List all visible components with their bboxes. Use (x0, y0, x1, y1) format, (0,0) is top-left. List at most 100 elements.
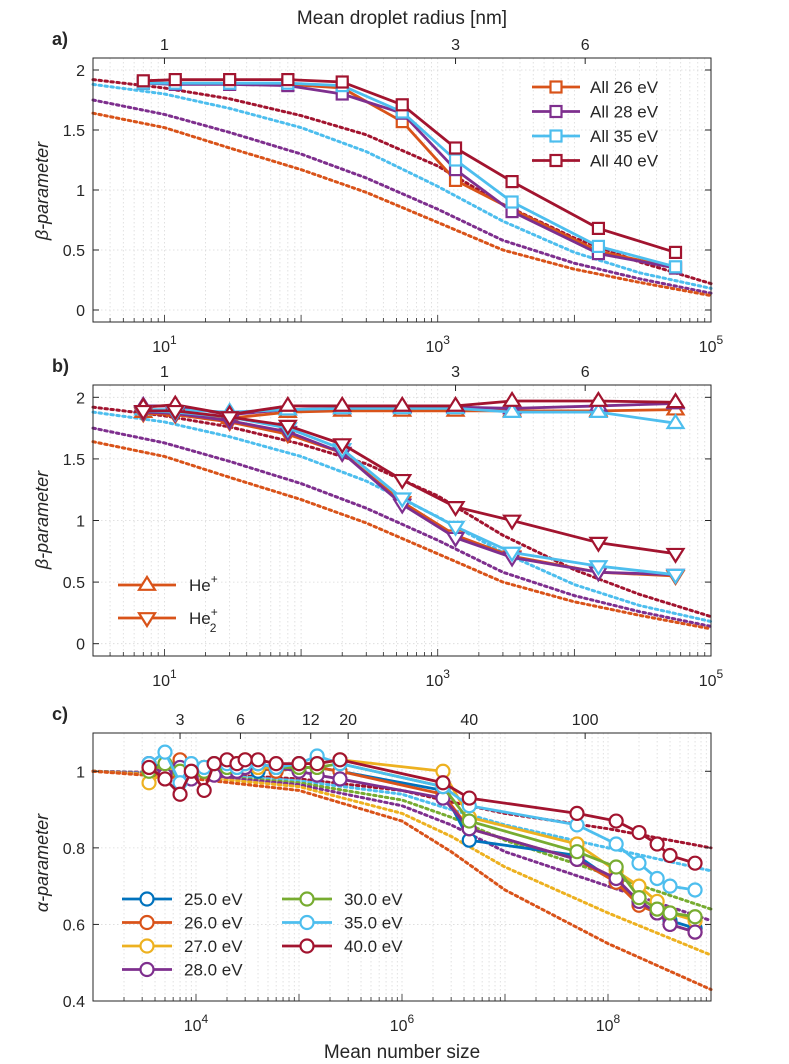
data-point-a (136, 74, 150, 88)
legend-marker-a (549, 129, 563, 143)
top-tick-label-c: 20 (339, 712, 357, 729)
data-point-c (662, 847, 678, 864)
top-tick-label-a: 1 (160, 37, 169, 54)
y-tick-label-c: 0.6 (63, 917, 85, 934)
y-axis-label-a: β-parameter (32, 141, 52, 241)
legend-marker-c (139, 891, 155, 907)
data-point-c (196, 782, 212, 799)
data-point-b (502, 402, 523, 418)
legend-marker-a (549, 104, 563, 119)
data-point-a (505, 195, 519, 209)
data-point-c (183, 763, 199, 779)
bottom-axis-label: Mean number size (324, 1042, 480, 1063)
data-point-c (569, 844, 585, 860)
model-curve-a (91, 82, 713, 290)
top-tick-label-c: 40 (460, 712, 478, 729)
data-point-c (291, 756, 307, 772)
data-point-c (435, 775, 451, 791)
y-tick-label-a: 1 (76, 183, 85, 200)
data-point-c (631, 824, 647, 841)
y-tick-label-a: 1.5 (63, 123, 85, 140)
x-tick-label-a: 105 (699, 333, 724, 356)
data-point-b (277, 395, 298, 412)
legend-sup-b: + (211, 572, 218, 586)
top-tick-label-c: 6 (236, 712, 245, 729)
model-curve-b (91, 440, 713, 631)
data-point-c (461, 790, 477, 806)
series-line-b (143, 410, 676, 577)
top-tick-label-b: 3 (451, 364, 460, 381)
series-line-a (143, 78, 676, 254)
data-point-c (662, 905, 678, 921)
data-point-a (505, 175, 519, 189)
x-tick-a-tick-exponent: 3 (443, 333, 450, 347)
data-point-b (332, 395, 353, 412)
legend-marker-c (299, 914, 315, 931)
data-point-c (206, 756, 222, 772)
x-tick-b-tick-base: 10 (425, 673, 443, 690)
series-line-b (143, 409, 676, 556)
y-tick-label-b: 2 (76, 390, 85, 407)
series-line-a (143, 81, 676, 269)
x-tick-b-tick-base: 10 (152, 673, 170, 690)
data-point-b (392, 492, 413, 509)
series-line-c (148, 758, 696, 865)
data-point-c (608, 813, 624, 829)
data-point-a (591, 221, 606, 235)
x-tick-label-b: 101 (152, 667, 177, 690)
data-point-a (448, 153, 463, 167)
x-tick-c-tick-base: 10 (390, 1018, 408, 1035)
y-tick-label-a: 0 (76, 303, 85, 320)
y-tick-label-b: 1.5 (63, 452, 85, 469)
series-line-b (143, 399, 676, 416)
y-tick-label-a: 2 (76, 63, 85, 80)
y-tick-label-a: 0.5 (63, 243, 85, 260)
legend-label-a: All 40 eV (590, 152, 659, 171)
data-point-a (168, 72, 182, 87)
x-tick-a-tick-base: 10 (152, 339, 170, 356)
y-tick-label-c: 0.8 (63, 841, 85, 858)
y-tick-label-c: 0.4 (63, 994, 85, 1011)
top-tick-label-b: 1 (160, 364, 169, 381)
data-point-b (392, 473, 413, 490)
top-tick-label-c: 100 (572, 712, 599, 729)
x-tick-label-c: 108 (596, 1012, 621, 1035)
legend-label-c: 28.0 eV (184, 961, 243, 980)
y-tick-label-c: 1 (76, 764, 85, 781)
data-point-a (281, 72, 295, 87)
data-point-c (608, 859, 624, 875)
x-tick-a-tick-exponent: 1 (170, 333, 177, 347)
top-tick-label-c: 3 (176, 712, 185, 729)
panel-label-c: c) (52, 704, 68, 724)
legend-label-c: 30.0 eV (344, 890, 403, 909)
data-point-a (668, 245, 683, 259)
x-tick-b-tick-exponent: 1 (170, 667, 177, 681)
data-point-c (631, 855, 647, 871)
x-tick-label-b: 105 (699, 667, 724, 690)
x-tick-label-a: 103 (425, 333, 450, 356)
data-point-b (588, 390, 609, 407)
data-point-b (445, 520, 466, 537)
data-point-b (502, 514, 523, 531)
data-point-b (665, 413, 686, 430)
top-tick-label-c: 12 (302, 712, 320, 729)
y-axis-label-b: β-parameter (32, 470, 52, 570)
data-point-b (588, 402, 609, 418)
x-tick-c-tick-exponent: 4 (202, 1012, 209, 1026)
data-point-b (665, 547, 686, 564)
data-point-c (649, 901, 665, 917)
top-axis-label: Mean droplet radius [nm] (297, 8, 507, 29)
model-curve-b (91, 426, 713, 628)
data-point-c (157, 744, 173, 760)
data-point-b (445, 395, 466, 412)
data-point-c (649, 836, 665, 852)
top-tick-label-a: 3 (451, 37, 460, 54)
x-tick-c-tick-exponent: 8 (614, 1012, 621, 1026)
data-point-c (332, 752, 348, 768)
data-point-b (332, 438, 353, 455)
legend-label-b: He+ 2 (189, 605, 218, 635)
data-point-c (157, 771, 173, 787)
